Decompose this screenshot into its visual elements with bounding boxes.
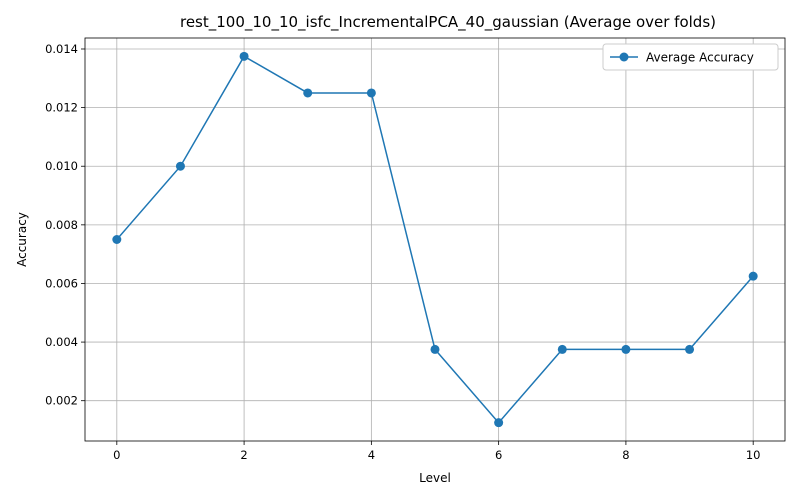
legend: Average Accuracy	[602, 43, 779, 71]
y-tick-label: 0.006	[45, 276, 78, 290]
x-tick-label: 0	[113, 448, 120, 462]
y-axis: 0.002 0.004 0.006 0.008 0.010 0.012 0.014	[45, 42, 85, 408]
x-tick-label: 2	[240, 448, 247, 462]
grid	[85, 38, 785, 441]
y-tick-label: 0.002	[45, 394, 78, 408]
data-point	[685, 344, 695, 354]
data-point	[621, 344, 631, 354]
series-line	[116, 55, 754, 424]
legend-marker-swatch	[619, 52, 629, 62]
data-point	[175, 161, 185, 171]
data-point	[239, 51, 249, 61]
y-axis-label: Accuracy	[15, 212, 29, 267]
y-tick-label: 0.004	[45, 335, 78, 349]
y-tick-label: 0.012	[45, 101, 78, 115]
x-tick-label: 8	[622, 448, 629, 462]
x-tick-label: 10	[746, 448, 761, 462]
x-axis-label: Level	[419, 471, 451, 485]
data-point	[748, 271, 758, 281]
legend-label: Average Accuracy	[646, 51, 754, 65]
chart-title: rest_100_10_10_isfc_IncrementalPCA_40_ga…	[180, 13, 716, 32]
plot-frame	[84, 37, 786, 442]
x-axis: 0 2 4 6 8 10	[113, 441, 761, 462]
data-point	[430, 344, 440, 354]
y-tick-label: 0.008	[45, 218, 78, 232]
series-group	[112, 51, 758, 428]
legend-box	[602, 43, 779, 71]
y-tick-label: 0.014	[45, 42, 78, 56]
data-point	[303, 88, 313, 98]
x-tick-label: 4	[368, 448, 375, 462]
x-tick-label: 6	[495, 448, 502, 462]
y-tick-label: 0.010	[45, 159, 78, 173]
data-point	[112, 235, 122, 244]
data-point	[366, 88, 376, 98]
data-point	[557, 344, 567, 354]
data-point	[494, 418, 504, 428]
